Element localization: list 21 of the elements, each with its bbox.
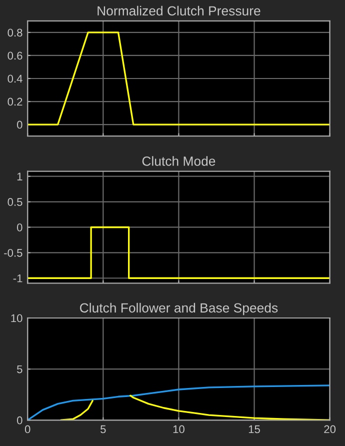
y-tick-label: 0 bbox=[16, 224, 22, 232]
y-tick-label: 10 bbox=[11, 314, 22, 322]
y-tick-label: 0.2 bbox=[8, 98, 22, 106]
chart-title: Clutch Follower and Base Speeds bbox=[80, 302, 278, 316]
x-tick-label: 0 bbox=[24, 425, 30, 434]
x-tick-label: 15 bbox=[248, 425, 260, 434]
y-tick-label: -1 bbox=[13, 274, 22, 282]
x-tick-label: 20 bbox=[324, 425, 336, 434]
x-tick-label: 10 bbox=[173, 425, 184, 434]
y-tick-label: 0 bbox=[16, 120, 22, 129]
y-tick-label: 0.5 bbox=[8, 198, 22, 206]
y-tick-label: 0.6 bbox=[8, 52, 22, 60]
x-tick-label: 5 bbox=[100, 425, 106, 434]
y-tick-label: 5 bbox=[17, 365, 22, 374]
y-tick-label: 0.8 bbox=[8, 28, 22, 37]
y-tick-label: 0.4 bbox=[8, 74, 22, 83]
y-tick-label: 0 bbox=[16, 416, 22, 424]
y-tick-label: -0.5 bbox=[4, 248, 22, 257]
y-tick-label: 1 bbox=[17, 172, 22, 180]
chart-title: Clutch Mode bbox=[142, 156, 216, 166]
chart-title: Normalized Clutch Pressure bbox=[98, 6, 260, 16]
